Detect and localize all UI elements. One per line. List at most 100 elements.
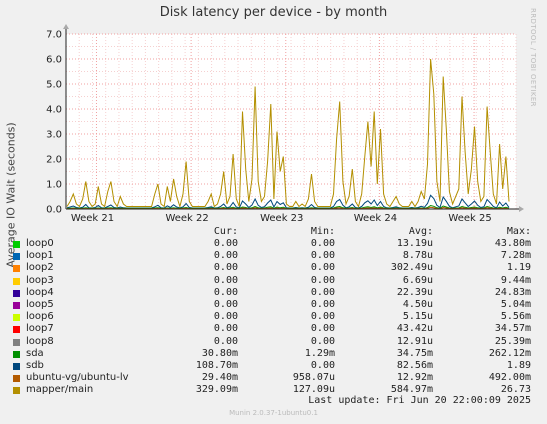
legend-row: loop3 0.00 0.00 6.69u 9.44m	[0, 275, 547, 287]
legend-value-avg: 302.49u	[390, 262, 433, 274]
legend-name: loop2	[26, 262, 54, 274]
legend-row: loop2 0.00 0.00 302.49u 1.19	[0, 262, 547, 274]
legend-value-min: 0.00	[310, 360, 335, 371]
legend-name: mapper/main	[26, 384, 94, 396]
legend-swatch	[13, 387, 20, 395]
legend-value-cur: 0.00	[213, 311, 238, 323]
legend-value-cur: 0.00	[213, 335, 238, 347]
legend-value-max: 1.19	[506, 262, 531, 274]
legend-value-cur: 0.00	[213, 274, 238, 286]
legend-name: loop5	[26, 299, 54, 310]
legend-value-cur: 0.00	[213, 286, 238, 298]
y-tick-label: 5.0	[46, 80, 62, 91]
footer-version: Munin 2.0.37-1ubuntu0.1	[229, 409, 318, 417]
legend-value-min: 0.00	[310, 335, 335, 347]
x-axis-arrow	[519, 206, 524, 212]
series-line-mapper-main	[66, 58, 510, 209]
chart-title: Disk latency per device - by month	[159, 5, 388, 20]
legend-value-max: 492.00m	[488, 372, 531, 384]
legend-value-max: 262.12m	[488, 347, 531, 359]
legend-value-max: 5.04m	[500, 299, 531, 310]
legend-name: sdb	[26, 360, 44, 371]
y-tick-label: 4.0	[46, 105, 62, 116]
legend-value-cur: 329.09m	[195, 384, 238, 396]
legend-swatch	[13, 302, 20, 309]
legend-swatch	[13, 375, 20, 383]
x-tick-label: Week 23	[260, 213, 303, 224]
last-update: Last update: Fri Jun 20 22:00:09 2025	[308, 395, 531, 406]
y-tick-label: 2.0	[46, 155, 62, 166]
legend-header-min: Min:	[310, 226, 335, 237]
legend-value-max: 7.28m	[500, 250, 531, 262]
legend-value-min: 0.00	[310, 323, 335, 335]
legend-swatch	[13, 326, 20, 334]
legend-value-avg: 5.15u	[402, 311, 433, 323]
legend-value-avg: 12.91u	[396, 335, 433, 347]
legend-value-max: 26.73	[500, 384, 531, 396]
legend-swatch	[13, 241, 20, 248]
legend-value-cur: 0.00	[213, 323, 238, 335]
legend-value-min: 958.07u	[292, 372, 335, 384]
legend-swatch	[13, 253, 20, 261]
latency-chart: 0.0 1.0 2.0 3.0 4.0 5.0 6.0 7.0 Week 21 Week 22 We…	[46, 24, 524, 224]
legend-name: loop0	[26, 238, 54, 249]
legend-value-avg: 13.19u	[396, 238, 433, 249]
legend-row: loop8 0.00 0.00 12.91u 25.39m	[0, 336, 547, 348]
legend-value-max: 34.57m	[494, 323, 531, 335]
legend-swatch	[13, 289, 20, 297]
legend-swatch	[13, 338, 20, 346]
legend-value-min: 1.29m	[304, 347, 335, 359]
legend-value-cur: 30.80m	[201, 347, 238, 359]
legend-row: loop0 0.00 0.00 13.19u 43.80m	[0, 238, 547, 250]
legend-name: sda	[26, 347, 44, 359]
legend-name: loop7	[26, 323, 54, 335]
legend-swatch	[13, 314, 20, 322]
legend-row: sda 30.80m 1.29m 34.75m 262.12m	[0, 348, 547, 360]
legend-swatch	[13, 265, 20, 273]
legend-value-max: 25.39m	[494, 335, 531, 347]
y-tick-label: 6.0	[46, 55, 62, 66]
legend-value-avg: 22.39u	[396, 286, 433, 298]
legend-swatch	[13, 277, 20, 285]
legend-row: sdb 108.70m 0.00 82.56m 1.89	[0, 360, 547, 372]
y-tick-label: 1.0	[46, 180, 62, 191]
legend-row: ubuntu-vg/ubuntu-lv 29.40m 958.07u 12.92m 49…	[0, 372, 547, 384]
legend-value-avg: 82.56m	[396, 360, 433, 371]
x-tick-label: Week 21	[71, 213, 114, 224]
legend-value-avg: 6.69u	[402, 274, 433, 286]
legend-value-cur: 0.00	[213, 250, 238, 262]
legend-value-cur: 108.70m	[195, 360, 238, 371]
legend-value-min: 0.00	[310, 250, 335, 262]
legend-name: loop4	[26, 286, 54, 298]
legend-name: loop8	[26, 335, 54, 347]
legend-row: loop7 0.00 0.00 43.42u 34.57m	[0, 323, 547, 335]
y-tick-label: 0.0	[46, 205, 62, 216]
legend-value-avg: 584.97m	[390, 384, 433, 396]
legend-value-cur: 29.40m	[201, 372, 238, 384]
legend-value-min: 0.00	[310, 262, 335, 274]
y-tick-label: 3.0	[46, 130, 62, 141]
legend-name: loop1	[26, 250, 54, 262]
x-tick-label: Week 24	[354, 213, 397, 224]
y-axis-arrow	[63, 24, 69, 29]
legend-row: loop4 0.00 0.00 22.39u 24.83m	[0, 287, 547, 299]
legend-name: loop6	[26, 311, 54, 323]
legend-value-min: 127.09u	[292, 384, 335, 396]
legend-header-avg: Avg:	[408, 226, 433, 237]
axis-layer: 0.0 1.0 2.0 3.0 4.0 5.0 6.0 7.0 Week 21 Week 22 We…	[46, 24, 524, 224]
legend-value-avg: 4.50u	[402, 299, 433, 310]
legend-header: Cur: Min: Avg: Max:	[0, 226, 547, 238]
legend-value-avg: 8.78u	[402, 250, 433, 262]
legend-value-min: 0.00	[310, 286, 335, 298]
legend-value-min: 0.00	[310, 299, 335, 310]
legend-value-cur: 0.00	[213, 238, 238, 249]
y-tick-label: 7.0	[46, 30, 62, 41]
legend-value-max: 1.89	[506, 360, 531, 371]
legend-row: loop1 0.00 0.00 8.78u 7.28m	[0, 250, 547, 262]
legend-header-max: Max:	[506, 226, 531, 237]
legend-value-max: 5.56m	[500, 311, 531, 323]
legend-name: ubuntu-vg/ubuntu-lv	[26, 372, 129, 384]
legend-value-min: 0.00	[310, 238, 335, 249]
legend-value-cur: 0.00	[213, 299, 238, 310]
legend-value-cur: 0.00	[213, 262, 238, 274]
